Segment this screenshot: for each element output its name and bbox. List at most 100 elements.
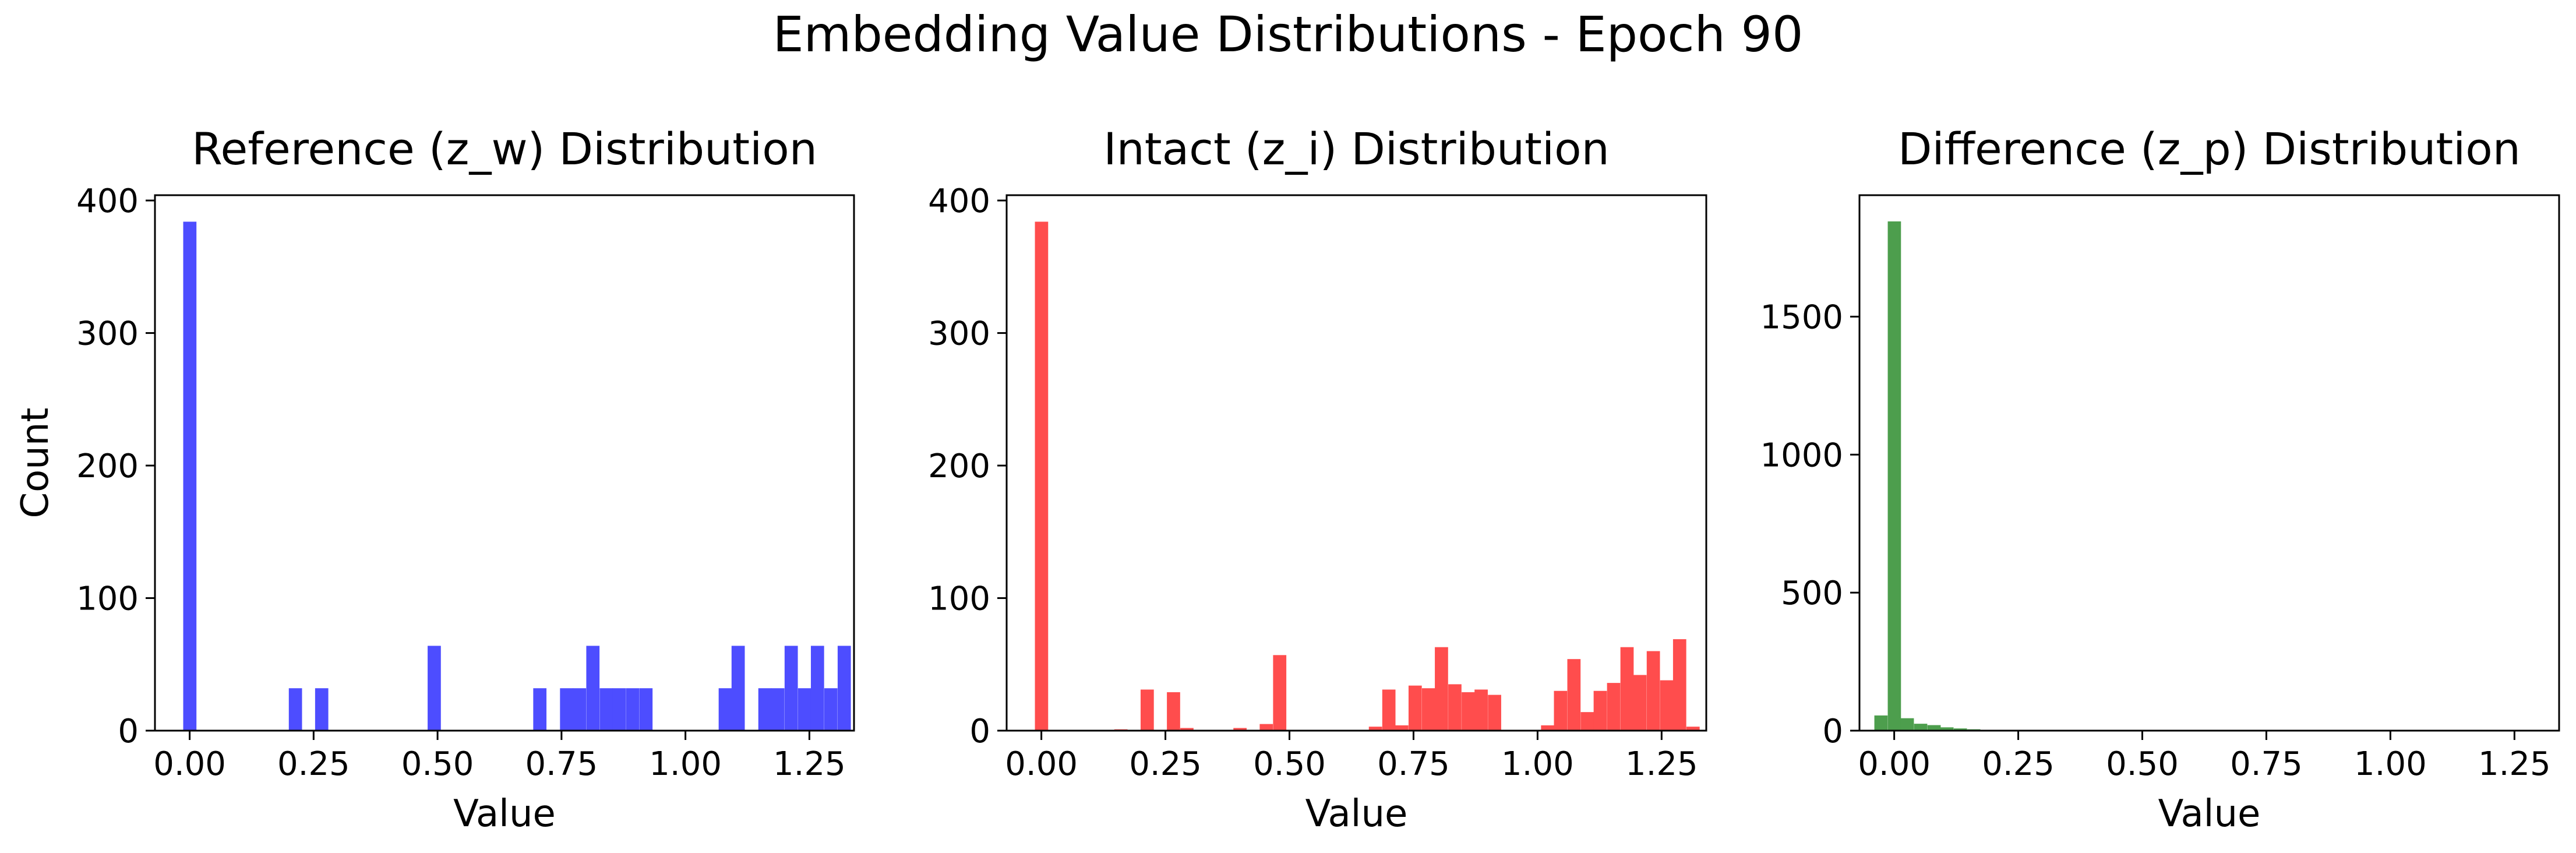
x-tick-label: 1.00 [2354,745,2427,783]
panel-intact: Intact (z_i) Distribution 0.00 0.25 0.50 0.7… [928,123,1707,836]
x-tick-label: 0.25 [1982,745,2055,783]
histogram-bar [586,646,600,731]
y-tick-label: 100 [76,580,139,618]
histogram-bar [1620,647,1634,731]
histogram-bar [1180,728,1194,731]
histogram-bar [824,688,838,731]
histogram-bar [1607,683,1621,731]
histogram-bar [1646,651,1660,731]
histogram-bar [837,646,851,731]
histogram-bar [810,646,824,731]
x-tick-label: 0.00 [1005,745,1078,783]
histogram-bar [1368,727,1382,731]
x-tick-label: 0.75 [1377,745,1450,783]
histogram-bar [1887,221,1901,731]
x-tick-label: 0.50 [1253,745,1326,783]
histogram-bar [533,688,547,731]
histogram-bar [560,688,574,731]
histogram-bar [1874,715,1888,731]
x-tick-label: 1.25 [2478,745,2551,783]
histogram-bar [1395,725,1409,731]
panel-title: Difference (z_p) Distribution [1898,123,2521,175]
x-tick-label: 0.75 [2230,745,2303,783]
histogram-bar [1900,718,1914,731]
histogram-bar [1448,684,1462,731]
histogram-bar [1554,690,1568,731]
x-tick-label: 0.50 [401,745,474,783]
histogram-bar [1927,725,1941,731]
x-tick-label: 0.00 [1858,745,1931,783]
x-tick-label: 0.50 [2106,745,2179,783]
histogram-bar [428,646,441,731]
x-axis-label: Value [2158,792,2261,836]
histogram-bar [1567,659,1581,731]
histogram-bar [288,688,302,731]
y-tick-label: 300 [76,315,139,353]
histogram-bar [1660,680,1674,731]
bars [1035,221,1700,731]
bars [1874,221,1993,731]
x-axis-label: Value [453,792,556,836]
histogram-bar [1421,688,1435,731]
y-axis-label: Count [14,407,57,518]
histogram-bar [573,688,587,731]
x-axis-label: Value [1305,792,1408,836]
panel-title: Intact (z_i) Distribution [1103,123,1610,175]
plot-frame [154,194,855,732]
histogram-bar [731,646,745,731]
histogram-bar [1953,728,1967,731]
plot-frame [1858,194,2560,732]
histogram-bar [1940,727,1954,731]
y-tick-label: 300 [928,315,990,353]
histogram-bar [718,688,732,731]
figure-suptitle: Embedding Value Distributions - Epoch 90 [773,6,1804,63]
bars [183,221,851,731]
x-tick-label: 1.25 [1625,745,1698,783]
y-tick-label: 0 [118,713,139,750]
histogram-bar [784,646,798,731]
y-tick-label: 100 [928,580,990,618]
panel-title: Reference (z_w) Distribution [192,123,817,175]
panel-difference: Difference (z_p) Distribution 0.00 0.25 0.5… [1760,123,2560,836]
panel-reference: Reference (z_w) Distribution 0.00 0.25 0.50… [14,123,855,836]
histogram-bar [639,688,653,731]
histogram-bar [1408,685,1422,731]
x-tick-label: 0.25 [277,745,350,783]
histogram-bar [1686,727,1700,731]
histogram-bar [1273,655,1287,731]
histogram-bar [1593,690,1607,731]
histogram-bar [626,688,640,731]
histogram-bar [1233,728,1247,731]
histogram-bar [771,688,785,731]
histogram-bar [1259,724,1273,731]
histogram-bar [758,688,772,731]
x-tick-label: 0.25 [1129,745,1202,783]
histogram-bar [1633,675,1647,731]
plot-frame [1005,194,1707,732]
y-tick-label: 400 [928,182,990,220]
y-tick-label: 500 [1781,574,1843,612]
histogram-bar [1488,695,1501,731]
histogram-bar [612,688,626,731]
histogram-bar [1580,712,1594,731]
histogram-bar [1914,724,1928,731]
x-tick-label: 1.00 [1501,745,1574,783]
histogram-bar [1382,689,1396,731]
y-tick-label: 200 [928,447,990,485]
x-tick-label: 0.00 [153,745,226,783]
histogram-bar [1435,647,1448,731]
histogram-bar [1167,692,1180,731]
y-tick-label: 400 [76,182,139,220]
y-tick-label: 1500 [1760,298,1843,336]
histogram-bar [797,688,811,731]
histogram-bar [599,688,613,731]
histogram-bar [183,221,197,731]
y-tick-label: 0 [969,713,990,750]
y-tick-label: 0 [1822,713,1843,750]
histogram-bar [1462,692,1475,731]
histogram-bar [1672,639,1686,731]
y-tick-label: 1000 [1760,436,1843,474]
histogram-bar [1541,725,1555,731]
x-tick-label: 0.75 [525,745,598,783]
